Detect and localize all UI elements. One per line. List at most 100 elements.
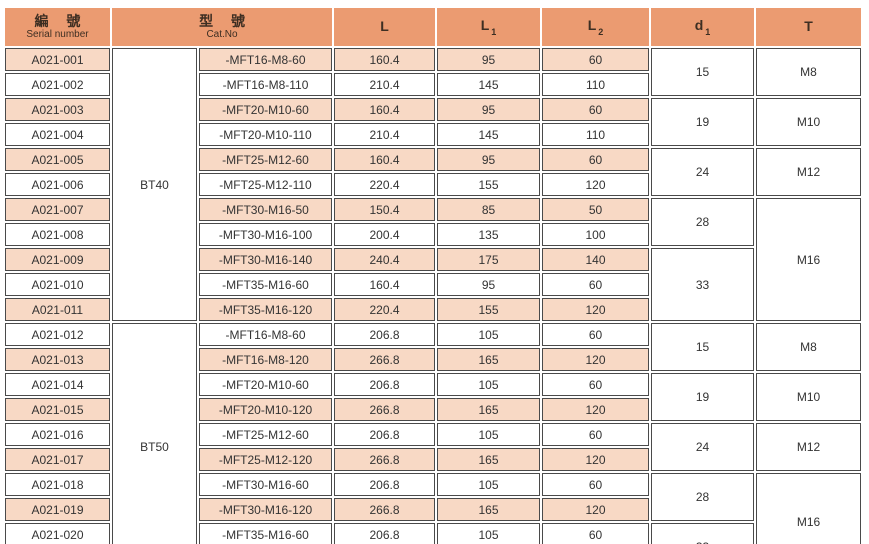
table-row: A021-001 BT40 -MFT16-M8-60 160.4 95 60 15 M8 <box>5 48 862 321</box>
cell-L1: 105 <box>437 423 541 446</box>
header-en-label: Cat.No <box>206 29 238 40</box>
cell-catno: -MFT35-M16-60 <box>199 273 333 296</box>
table-row: A021-004 -MFT20-M10-110 210.4 145 110 <box>5 123 861 146</box>
cell-L2: 50 <box>542 198 650 221</box>
cell-L2: 120 <box>542 298 650 321</box>
cell-serial: A021-010 <box>5 273 110 296</box>
table-row: A021-015 -MFT20-M10-120 266.8 165 120 <box>5 398 861 421</box>
table-row: A021-014 -MFT20-M10-60 206.8 105 60 19 M10 <box>5 373 862 421</box>
cell-catno: -MFT20-M10-60 <box>199 373 333 396</box>
table-row: A021-010 -MFT35-M16-60 160.4 95 60 <box>5 273 861 296</box>
cell-catno: -MFT25-M12-120 <box>199 448 333 471</box>
cell-catno: -MFT30-M16-60 <box>199 473 333 496</box>
cell-serial: A021-013 <box>5 348 110 371</box>
table-row: A021-016 -MFT25-M12-60 206.8 105 60 24 M12 <box>5 423 862 471</box>
cell-L2: 60 <box>542 273 650 296</box>
cell-catno: -MFT16-M8-120 <box>199 348 333 371</box>
cell-catno: -MFT20-M10-110 <box>199 123 333 146</box>
cell-L1: 95 <box>437 273 541 296</box>
cell-L1: 105 <box>437 323 541 346</box>
cell-L1: 105 <box>437 373 541 396</box>
cell-L2: 120 <box>542 348 650 371</box>
cell-L: 200.4 <box>334 223 436 246</box>
cell-L: 240.4 <box>334 248 436 271</box>
cell-d1: 24 <box>651 423 755 471</box>
header-symbol: L <box>587 17 597 34</box>
cell-serial: A021-014 <box>5 373 110 396</box>
table-row: A021-012 BT50 -MFT16-M8-60 206.8 105 60 15 M8 <box>5 323 862 544</box>
cell-L2: 60 <box>542 373 650 396</box>
cell-T: M16 <box>756 198 862 321</box>
cell-L: 160.4 <box>334 48 436 71</box>
cell-L1: 105 <box>437 473 541 496</box>
cell-catno: -MFT16-M8-110 <box>199 73 333 96</box>
cell-serial: A021-007 <box>5 198 110 221</box>
cell-catno: -MFT20-M10-60 <box>199 98 333 121</box>
cell-L: 160.4 <box>334 273 436 296</box>
header-serial-number: 編 號 Serial number <box>5 8 110 46</box>
cell-catno: -MFT25-M12-110 <box>199 173 333 196</box>
cell-L2: 60 <box>542 473 650 496</box>
header-subscript: 1 <box>491 26 497 37</box>
cell-L: 210.4 <box>334 123 436 146</box>
header-en-label: Serial number <box>26 29 89 40</box>
cell-L1: 165 <box>437 448 541 471</box>
cell-L2: 110 <box>542 73 650 96</box>
table-row: A021-019 -MFT30-M16-120 266.8 165 120 <box>5 498 861 521</box>
cell-L1: 95 <box>437 148 541 171</box>
cell-L1: 155 <box>437 298 541 321</box>
cell-L2: 120 <box>542 173 650 196</box>
cell-d1: 19 <box>651 98 755 146</box>
cell-serial: A021-019 <box>5 498 110 521</box>
cell-L1: 145 <box>437 73 541 96</box>
cell-L1: 145 <box>437 123 541 146</box>
table-row: A021-006 -MFT25-M12-110 220.4 155 120 <box>5 173 861 196</box>
cell-L2: 60 <box>542 148 650 171</box>
cell-T: M10 <box>756 373 862 421</box>
cell-serial: A021-001 <box>5 48 110 71</box>
cell-serial: A021-020 <box>5 523 110 544</box>
cell-catno: -MFT30-M16-120 <box>199 498 333 521</box>
cell-L2: 60 <box>542 423 650 446</box>
cell-L: 220.4 <box>334 298 436 321</box>
cell-L2: 120 <box>542 398 650 421</box>
cell-serial: A021-005 <box>5 148 110 171</box>
table-row: A021-008 -MFT30-M16-100 200.4 135 100 <box>5 223 861 246</box>
table-row: A021-018 -MFT30-M16-60 206.8 105 60 28 M16 <box>5 473 862 544</box>
header-zh-label: 編 號 <box>34 13 88 29</box>
cell-L1: 155 <box>437 173 541 196</box>
table-header: 編 號 Serial number 型 號 Cat.No L L 1 L 2 d 1 T <box>5 8 862 46</box>
table-row: A021-009 -MFT30-M16-140 240.4 175 140 33 <box>5 248 861 321</box>
cell-serial: A021-012 <box>5 323 110 346</box>
cell-L: 266.8 <box>334 498 436 521</box>
cell-d1: 28 <box>651 473 755 521</box>
cell-serial: A021-008 <box>5 223 110 246</box>
table-row: A021-002 -MFT16-M8-110 210.4 145 110 <box>5 73 861 96</box>
cell-L1: 95 <box>437 48 541 71</box>
cell-L2: 120 <box>542 498 650 521</box>
table-row: A021-013 -MFT16-M8-120 266.8 165 120 <box>5 348 861 371</box>
cell-serial: A021-015 <box>5 398 110 421</box>
cell-T: M12 <box>756 423 862 471</box>
cell-catno: -MFT35-M16-120 <box>199 298 333 321</box>
cell-L2: 100 <box>542 223 650 246</box>
cell-d1: 28 <box>651 198 755 246</box>
cell-group: BT50 <box>112 323 197 544</box>
cell-L: 206.8 <box>334 473 436 496</box>
cell-T: M8 <box>756 48 862 96</box>
table-body: A021-001 BT40 -MFT16-M8-60 160.4 95 60 15 M8 A02… <box>5 48 862 544</box>
cell-serial: A021-006 <box>5 173 110 196</box>
cell-d1: 15 <box>651 323 755 371</box>
cell-L1: 165 <box>437 398 541 421</box>
cell-L1: 95 <box>437 98 541 121</box>
cell-L1: 135 <box>437 223 541 246</box>
header-subscript: 1 <box>705 26 711 37</box>
cell-d1: 33 <box>651 523 755 544</box>
cell-d1: 15 <box>651 48 755 96</box>
cell-catno: -MFT25-M12-60 <box>199 148 333 171</box>
cell-catno: -MFT30-M16-50 <box>199 198 333 221</box>
cell-L: 220.4 <box>334 173 436 196</box>
